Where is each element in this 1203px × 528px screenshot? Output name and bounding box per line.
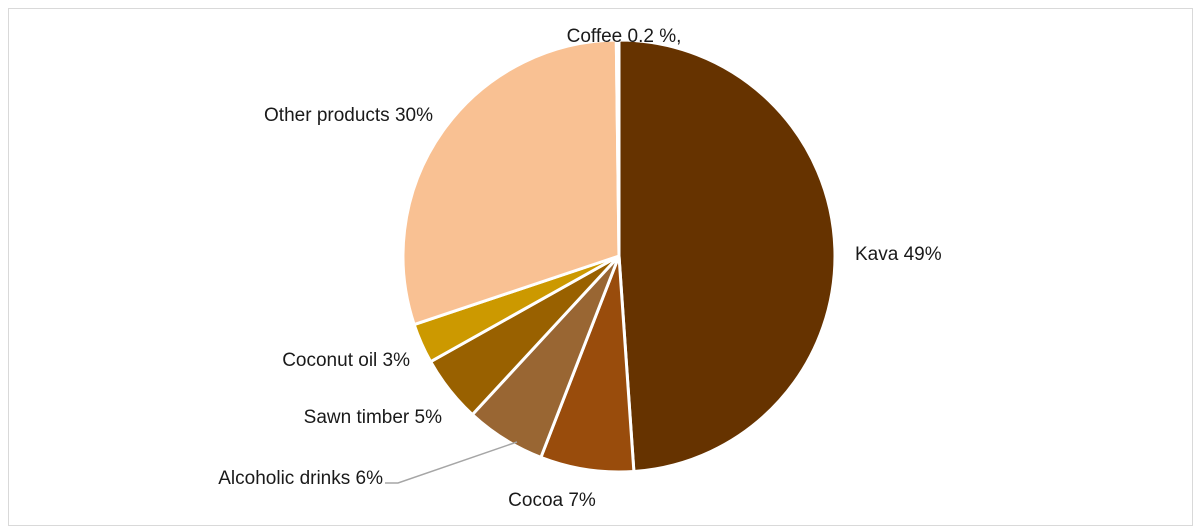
slice-label-sawn-timber: Sawn timber 5% <box>304 407 442 428</box>
chart-frame: Kava 49% Cocoa 7% Alcoholic drinks 6% Sawn … <box>8 8 1193 526</box>
slice-label-coffee: Coffee 0.2 %, <box>567 26 682 47</box>
slice-labels: Kava 49% Cocoa 7% Alcoholic drinks 6% Sawn … <box>218 26 941 511</box>
leader-lines <box>385 441 518 484</box>
pie-slice-coffee <box>614 38 621 258</box>
slice-label-cocoa: Cocoa 7% <box>508 490 596 511</box>
leader-line-alcoholic-drinks <box>385 441 518 484</box>
pie-slice-other-products <box>401 38 621 327</box>
slice-label-other-products: Other products 30% <box>264 105 433 126</box>
slice-label-kava: Kava 49% <box>855 244 942 265</box>
slice-label-coconut-oil: Coconut oil 3% <box>282 350 410 371</box>
pie-chart: Kava 49% Cocoa 7% Alcoholic drinks 6% Sawn … <box>218 26 941 511</box>
slice-label-alcoholic-drinks: Alcoholic drinks 6% <box>218 468 383 489</box>
pie-slices <box>401 38 837 474</box>
pie-slice-kava <box>617 38 837 473</box>
